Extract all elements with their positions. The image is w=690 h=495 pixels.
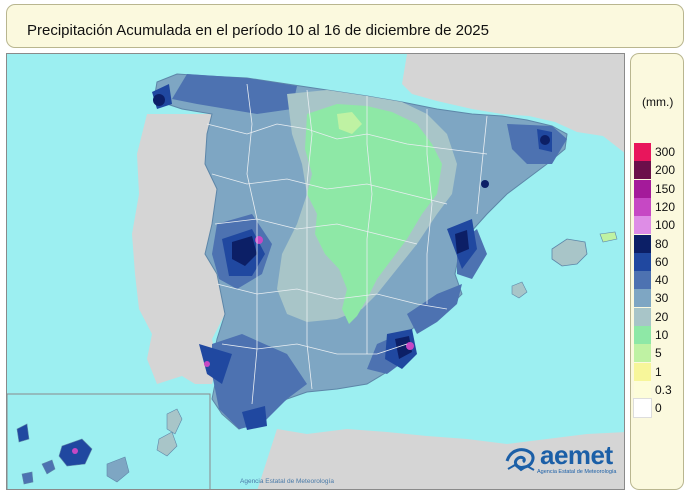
legend-label: 0 <box>655 401 662 416</box>
credit-text: Agencia Estatal de Meteorología <box>240 478 334 485</box>
legend-label: 20 <box>655 309 669 324</box>
legend-swatch <box>634 143 651 161</box>
france-land <box>402 54 624 153</box>
map-frame <box>6 53 625 490</box>
legend-label: 150 <box>655 181 676 196</box>
legend-swatch <box>633 398 652 419</box>
menorca-island <box>599 231 618 243</box>
legend-swatch <box>634 234 651 253</box>
legend-label: 200 <box>655 163 676 178</box>
ibiza-island <box>511 281 528 299</box>
legend-swatch <box>634 197 651 216</box>
canary-islands-inset <box>7 393 211 489</box>
logo-subtitle: Agencia Estatal de Meteorología <box>537 469 617 475</box>
africa-land <box>257 429 624 489</box>
legend-swatch <box>634 271 651 290</box>
aemet-logo-icon <box>505 448 535 472</box>
legend-swatch <box>634 326 651 344</box>
title-box: Precipitación Acumulada en el período 10… <box>6 4 684 48</box>
mallorca-island <box>551 238 588 267</box>
legend-swatch <box>634 216 651 235</box>
legend-label: 1 <box>655 364 662 379</box>
legend-unit: (mm.) <box>642 95 674 109</box>
legend-label: 5 <box>655 346 662 361</box>
portugal-land <box>132 114 225 384</box>
legend-label: 30 <box>655 291 669 306</box>
map-title: Precipitación Acumulada en el período 10… <box>27 22 489 39</box>
legend-label: 300 <box>655 145 676 159</box>
legend-swatch <box>634 307 651 326</box>
legend-label: 120 <box>655 199 676 214</box>
legend-swatch <box>634 161 651 180</box>
legend-swatch <box>634 380 651 399</box>
precipitation-map <box>7 54 624 489</box>
legend-swatch <box>634 179 651 198</box>
legend-swatch <box>634 289 651 308</box>
legend: (mm.) 300 200 150 120 100 80 60 40 30 20 10 5 1 0.3 0 <box>630 53 684 490</box>
province-borders <box>206 83 488 405</box>
legend-swatch <box>634 344 651 363</box>
legend-swatch <box>634 362 651 381</box>
logo-wordmark: aemet <box>540 440 613 470</box>
legend-swatch <box>634 252 651 271</box>
legend-label: 10 <box>655 328 669 342</box>
legend-label: 0.3 <box>655 382 672 397</box>
legend-label: 60 <box>655 254 669 269</box>
legend-label: 40 <box>655 273 669 288</box>
legend-label: 80 <box>655 236 669 251</box>
legend-label: 100 <box>655 218 676 233</box>
